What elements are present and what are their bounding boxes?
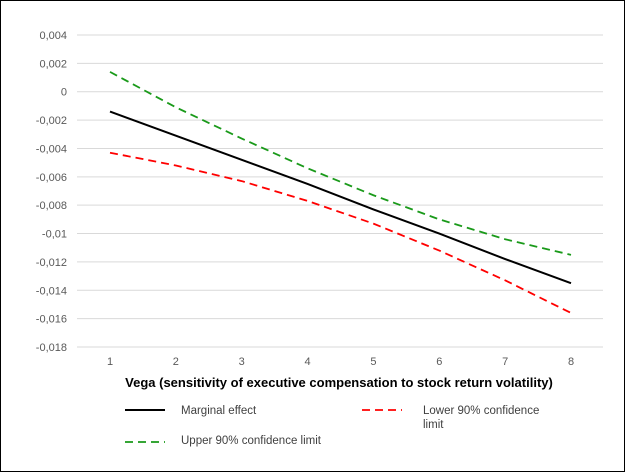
x-axis-title: Vega (sensitivity of executive compensat…	[125, 375, 553, 390]
y-tick-label: -0,006	[36, 172, 67, 184]
y-tick-label: -0,01	[42, 229, 67, 241]
y-tick-label: -0,012	[36, 257, 67, 269]
x-tick-label: 8	[568, 356, 574, 368]
y-tick-label: -0,018	[36, 342, 67, 354]
legend-label-lower-confidence-limit: Lower 90% confidence limit	[423, 405, 543, 431]
y-tick-label: 0	[61, 87, 67, 99]
y-axis-ticks: 0,004 0,002 0 -0,002 -0,004 -0,006 -0,008 -0,01…	[36, 30, 67, 354]
x-tick-label: 5	[370, 356, 376, 368]
y-tick-label: 0,004	[39, 30, 67, 42]
legend-label-upper-confidence-limit: Upper 90% confidence limit	[181, 435, 322, 447]
y-tick-label: -0,014	[36, 285, 67, 297]
x-tick-label: 1	[107, 356, 113, 368]
y-tick-label: 0,002	[39, 58, 67, 70]
x-axis-ticks: 1 2 3 4 5 6 7 8	[107, 356, 574, 368]
legend-item-upper-confidence-limit: Upper 90% confidence limit	[125, 435, 322, 447]
legend: Marginal effect Lower 90% confidence lim…	[125, 405, 543, 447]
y-tick-label: -0,004	[36, 143, 67, 155]
legend-item-marginal-effect: Marginal effect	[125, 405, 257, 417]
series-line-lower-90-confidence-limit	[109, 151, 572, 314]
x-tick-label: 4	[305, 356, 311, 368]
y-tick-label: -0,008	[36, 200, 67, 212]
x-tick-label: 6	[436, 356, 442, 368]
series-line-marginal-effect	[109, 110, 572, 285]
y-tick-label: -0,016	[36, 314, 67, 326]
x-tick-label: 2	[173, 356, 179, 368]
legend-label-marginal-effect: Marginal effect	[181, 405, 257, 417]
x-tick-label: 7	[502, 356, 508, 368]
legend-label-lower-line-1: Lower 90% confidence	[423, 405, 539, 417]
gridlines	[77, 34, 603, 348]
series-line-upper-90-confidence-limit	[109, 71, 572, 256]
y-tick-label: -0,002	[36, 115, 67, 127]
legend-label-lower-line-2: limit	[423, 419, 444, 431]
legend-item-lower-confidence-limit: Lower 90% confidence limit	[362, 405, 543, 431]
x-tick-label: 3	[239, 356, 245, 368]
series-lines	[109, 71, 572, 314]
